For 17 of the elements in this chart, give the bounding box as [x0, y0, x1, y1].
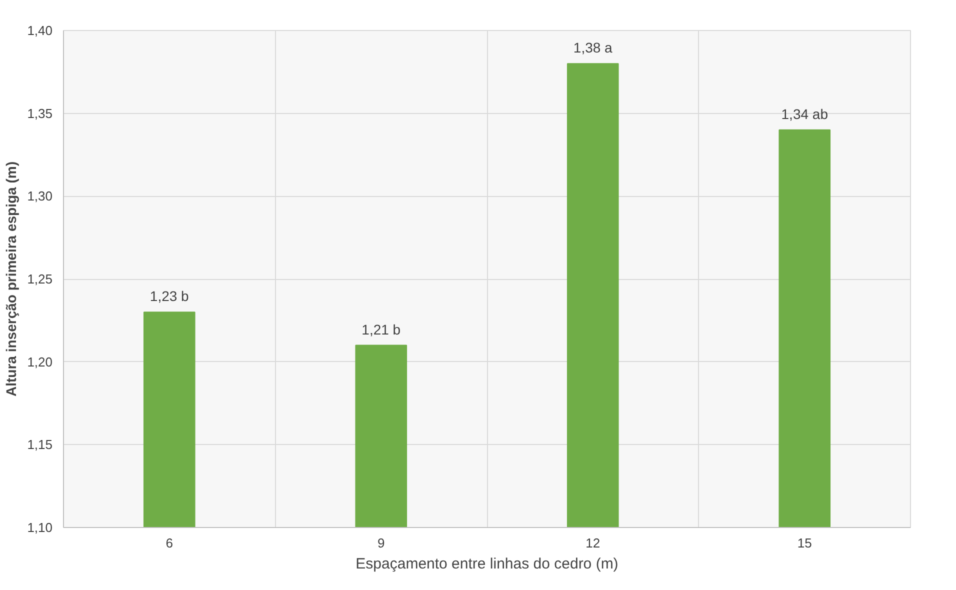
y-tick-label: 1,35: [27, 106, 53, 121]
y-tick-label: 1,15: [27, 437, 53, 452]
data-label: 1,21 b: [362, 321, 401, 338]
y-axis-title: Altura inserção primeira espiga (m): [3, 162, 20, 396]
y-tick-label: 1,30: [27, 188, 53, 204]
x-tick-label: 9: [378, 536, 385, 550]
x-axis-title: Espaçamento entre linhas do cedro (m): [356, 556, 618, 572]
data-label: 1,38 a: [573, 40, 613, 56]
data-label: 1,23 b: [150, 288, 190, 304]
y-tick-label: 1,25: [27, 272, 53, 286]
y-tick-label: 1,10: [27, 520, 53, 535]
y-tick-label: 1,20: [27, 354, 53, 370]
data-label: 1,34 ab: [781, 106, 828, 122]
y-tick-label: 1,40: [27, 23, 53, 38]
x-tick-label: 6: [166, 536, 173, 550]
x-tick-label: 12: [586, 536, 600, 550]
x-tick-label: 15: [797, 536, 812, 550]
